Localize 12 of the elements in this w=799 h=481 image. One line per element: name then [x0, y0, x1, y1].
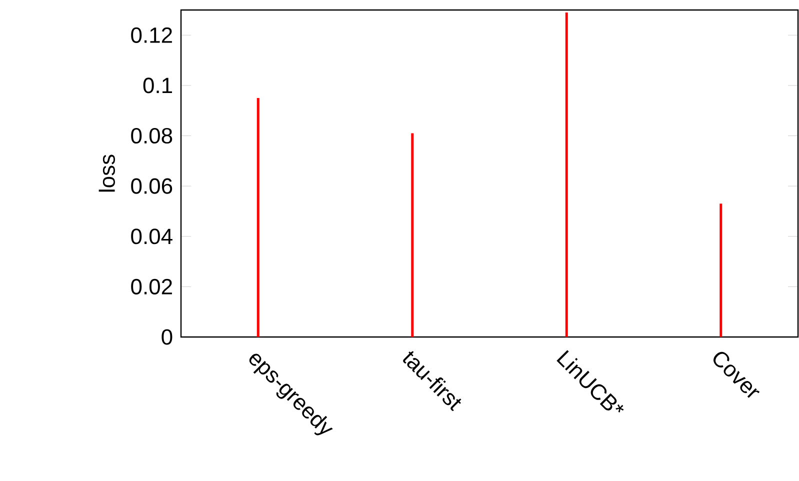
bar — [256, 98, 260, 337]
y-tick-label: 0.12 — [131, 27, 172, 43]
y-axis-title: loss — [98, 154, 115, 192]
y-tick-label: 0.02 — [131, 278, 172, 294]
y-tick-label: 0.08 — [131, 128, 172, 144]
y-tick-label: 0.06 — [131, 178, 172, 194]
bar — [720, 204, 722, 337]
y-tick-label: 0.04 — [131, 228, 172, 244]
bar — [565, 12, 568, 337]
bar — [411, 133, 414, 337]
y-tick-label: 0 — [162, 329, 172, 345]
y-tick-label: 0.1 — [143, 78, 172, 94]
